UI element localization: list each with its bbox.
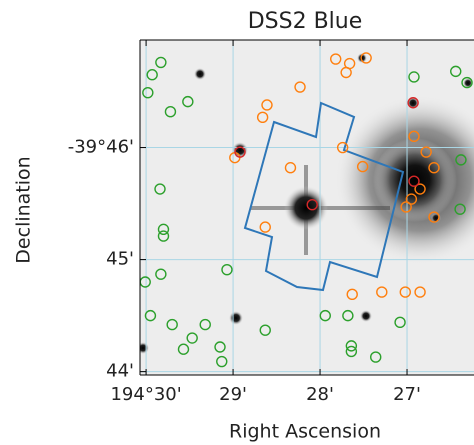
- source-marker: [342, 309, 354, 322]
- source-marker: [345, 345, 358, 358]
- source-marker: [155, 268, 167, 280]
- source-marker: [407, 97, 419, 109]
- source-marker: [336, 141, 349, 154]
- source-marker: [450, 65, 462, 78]
- source-marker: [294, 81, 306, 93]
- source-marker: [259, 221, 271, 233]
- source-marker: [394, 316, 406, 329]
- x-axis-label: Right Ascension: [229, 421, 381, 443]
- source-marker: [408, 175, 420, 187]
- chart-title: DSS2 Blue: [248, 9, 363, 34]
- source-marker: [186, 332, 198, 344]
- source-marker: [455, 154, 467, 166]
- source-marker: [144, 309, 157, 322]
- source-marker: [346, 288, 358, 301]
- source-marker: [414, 183, 426, 195]
- source-marker: [154, 183, 166, 195]
- source-marker: [461, 76, 473, 89]
- source-marker: [399, 286, 411, 298]
- source-marker: [146, 69, 158, 81]
- sky-image: [140, 40, 474, 375]
- y-axis-label: Declination: [13, 156, 35, 263]
- source-marker: [259, 324, 271, 336]
- source-marker: [306, 198, 318, 211]
- source-marker: [164, 106, 177, 118]
- source-marker: [214, 341, 226, 353]
- source-marker: [157, 223, 170, 236]
- source-marker: [370, 351, 382, 363]
- source-marker: [408, 130, 420, 143]
- source-marker: [400, 201, 412, 213]
- source-marker: [414, 286, 426, 298]
- y-tick-label: -39°46': [68, 137, 134, 158]
- x-tick-label: 29': [219, 384, 247, 405]
- source-marker: [182, 95, 194, 108]
- source-marker: [216, 355, 228, 368]
- source-marker: [142, 86, 154, 99]
- source-marker: [360, 52, 372, 64]
- source-marker: [330, 53, 342, 65]
- source-marker: [284, 162, 297, 174]
- source-marker: [420, 146, 432, 158]
- source-marker: [405, 193, 418, 205]
- y-tick-label: 44': [106, 361, 134, 382]
- source-marker: [319, 309, 331, 322]
- source-marker: [256, 111, 269, 124]
- footprint: [243, 101, 405, 292]
- source-marker: [166, 318, 178, 331]
- source-marker: [234, 146, 246, 158]
- source-marker: [177, 343, 190, 355]
- source-marker: [454, 203, 466, 215]
- source-marker: [261, 99, 273, 111]
- source-marker: [199, 318, 211, 331]
- source-marker: [428, 211, 440, 223]
- source-marker: [157, 230, 170, 242]
- source-marker: [221, 263, 233, 276]
- source-marker: [376, 286, 388, 298]
- source-marker: [340, 66, 352, 79]
- source-marker: [356, 160, 369, 173]
- source-marker: [428, 162, 440, 174]
- x-tick-label: 194°30': [110, 384, 181, 405]
- source-marker: [408, 71, 420, 83]
- x-tick-label: 27': [393, 384, 421, 405]
- source-marker: [345, 340, 358, 352]
- source-marker: [155, 56, 167, 69]
- x-tick-label: 28': [306, 384, 334, 405]
- y-tick-label: 45': [106, 249, 134, 270]
